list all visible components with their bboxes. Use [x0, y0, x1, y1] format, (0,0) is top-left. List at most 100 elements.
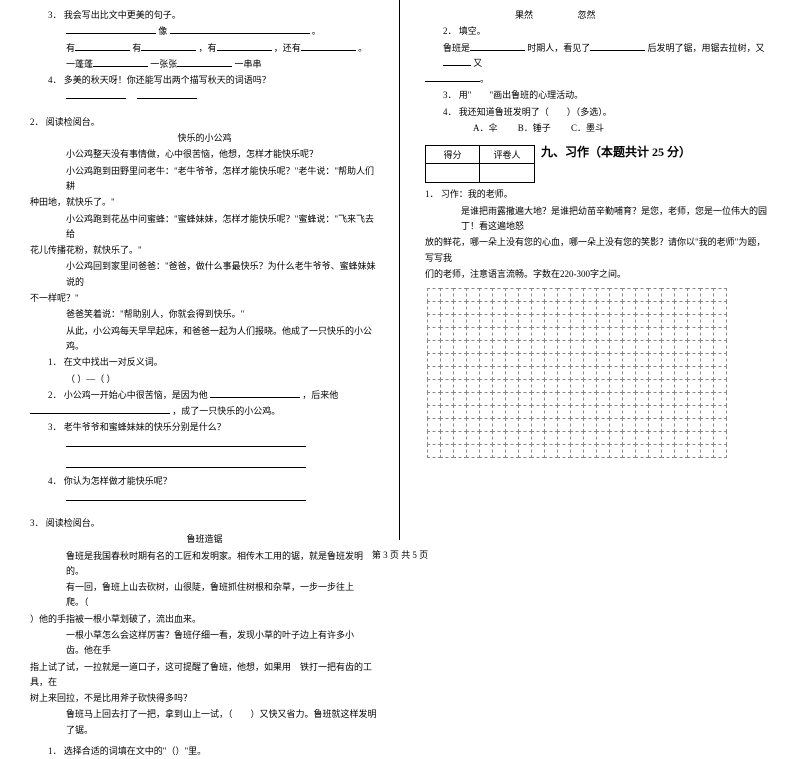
grid-cell	[440, 405, 454, 419]
r2-p5: 爸爸笑着说："帮助别人，你就会得到快乐。"	[30, 307, 379, 322]
right-column: 果然 忽然 2． 填空。 鲁班是 时期人，看见了 后发明了锯，用锯去拉树，又 又…	[400, 0, 800, 540]
grid-cell	[648, 301, 662, 315]
grid-cell	[648, 392, 662, 406]
grid-cell	[505, 288, 519, 302]
grid-cell	[518, 418, 532, 432]
grid-cell	[479, 327, 493, 341]
r2-p4a: 小公鸡回到家里问爸爸："爸爸，做什么事最快乐？为什么老牛爷爷、蜜蜂妹妹说的	[30, 259, 379, 290]
t: 填空。	[459, 26, 486, 36]
blank	[590, 41, 645, 51]
grid-cell	[440, 379, 454, 393]
grid-cell	[557, 353, 571, 367]
grid-cell	[492, 340, 506, 354]
grid-cell	[466, 444, 480, 458]
grid-cell	[622, 301, 636, 315]
grid-cell	[596, 314, 610, 328]
blank	[177, 57, 232, 67]
grid-cell	[674, 379, 688, 393]
grid-cell	[544, 405, 558, 419]
grid-cell	[570, 405, 584, 419]
grid-cell	[661, 288, 675, 302]
grid-cell	[596, 327, 610, 341]
grid-cell	[609, 392, 623, 406]
grid-cell	[492, 288, 506, 302]
grid-cell	[479, 301, 493, 315]
grid-cell	[609, 366, 623, 380]
grid-row	[427, 379, 770, 392]
grid-cell	[713, 314, 727, 328]
w2: 忽然	[578, 10, 596, 20]
t: 一张张	[150, 59, 177, 69]
writing-grid	[427, 288, 770, 457]
grid-cell	[674, 431, 688, 445]
grid-cell	[674, 444, 688, 458]
grid-cell	[609, 301, 623, 315]
r2-p1: 小公鸡整天没有事情做，心中很苦恼，他想，怎样才能快乐呢？	[30, 147, 379, 162]
rq2-line2: 。	[425, 72, 770, 87]
grid-cell	[427, 418, 441, 432]
grid-cell	[492, 327, 506, 341]
t: 老牛爷爷和蜜蜂妹妹的快乐分别是什么？	[64, 422, 226, 432]
grid-cell	[648, 314, 662, 328]
n: 1．	[48, 357, 62, 367]
grid-cell	[713, 288, 727, 302]
word-choices: 果然 忽然	[425, 8, 770, 23]
grid-cell	[440, 288, 454, 302]
blank	[66, 458, 306, 468]
grid-cell	[453, 418, 467, 432]
grid-cell	[609, 379, 623, 393]
grid-cell	[570, 353, 584, 367]
grid-cell	[544, 288, 558, 302]
score-val-2	[480, 164, 534, 182]
grid-cell	[713, 444, 727, 458]
grid-cell	[505, 431, 519, 445]
r3-label: 阅读检阅台。	[46, 518, 100, 528]
grid-cell	[674, 301, 688, 315]
grid-cell	[570, 444, 584, 458]
grid-cell	[427, 314, 441, 328]
grid-row	[427, 431, 770, 444]
grid-cell	[596, 353, 610, 367]
t: ，还有	[274, 43, 301, 53]
blank	[141, 41, 196, 51]
r2-p3b: 花儿传播花粉，就快乐了。"	[30, 243, 379, 258]
t: 小公鸡一开始心中很苦恼，是因为他	[64, 390, 208, 400]
grid-cell	[505, 340, 519, 354]
grid-cell	[583, 314, 597, 328]
grid-cell	[609, 340, 623, 354]
grid-cell	[622, 366, 636, 380]
grid-cell	[479, 340, 493, 354]
t: 后发明了锯，用锯去拉树，又	[648, 43, 765, 53]
grid-cell	[453, 314, 467, 328]
grid-cell	[544, 314, 558, 328]
grid-cell	[596, 379, 610, 393]
score-box: 得分 评卷人	[425, 145, 535, 183]
grid-cell	[492, 405, 506, 419]
n: 2．	[443, 26, 457, 36]
grid-cell	[622, 288, 636, 302]
grid-cell	[713, 340, 727, 354]
grid-cell	[674, 288, 688, 302]
grid-cell	[648, 340, 662, 354]
grid-cell	[518, 327, 532, 341]
grid-cell	[583, 444, 597, 458]
q4-line: 4． 多美的秋天呀！你还能写出两个描写秋天的词语吗？	[30, 73, 379, 88]
grid-cell	[635, 392, 649, 406]
score-col-1: 得分	[426, 146, 480, 182]
grid-cell	[687, 444, 701, 458]
grid-cell	[466, 366, 480, 380]
grid-cell	[466, 327, 480, 341]
r3-title: 鲁班造锯	[30, 532, 379, 547]
r3-p2b: ）他的手指被一根小草划破了，流出血来。	[30, 612, 379, 627]
blank	[210, 388, 300, 398]
grid-cell	[583, 405, 597, 419]
grid-cell	[531, 314, 545, 328]
grid-cell	[479, 379, 493, 393]
r3-p3c: 树上来回拉，不是比用斧子砍快得多吗？	[30, 691, 379, 706]
grid-cell	[609, 327, 623, 341]
grid-cell	[661, 340, 675, 354]
grid-cell	[466, 288, 480, 302]
blank	[170, 24, 310, 34]
r2-sub4-blank	[30, 491, 379, 506]
q4-num: 4．	[48, 75, 62, 85]
